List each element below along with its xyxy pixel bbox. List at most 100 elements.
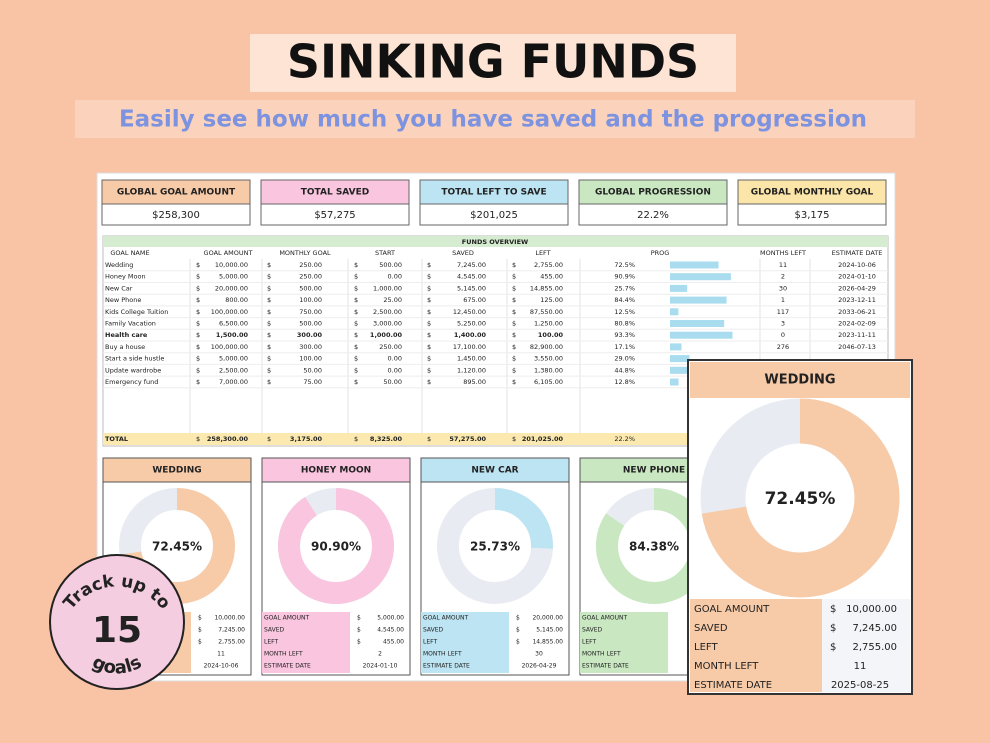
months-left: 2 (781, 273, 785, 281)
progress-label: 22.2% (614, 435, 635, 443)
amount: 250.00 (299, 261, 322, 269)
currency: $ (830, 623, 836, 634)
currency: $ (512, 378, 516, 386)
amount: 12,450.00 (453, 308, 486, 316)
card-row-label: MONTH LEFT (264, 651, 303, 658)
column-header: MONTHS LEFT (760, 249, 806, 257)
card-row-value: 2024-01-10 (363, 663, 398, 670)
currency: $ (354, 366, 358, 374)
card-row-value: 11 (217, 651, 225, 658)
currency: $ (267, 284, 271, 292)
amount: 750.00 (299, 308, 322, 316)
zoom-header (690, 362, 910, 398)
amount: 1,120.00 (457, 366, 486, 374)
card-row-value: 2,755.00 (218, 639, 245, 646)
currency: $ (427, 320, 431, 328)
currency: $ (357, 627, 361, 634)
currency: $ (196, 331, 200, 339)
currency: $ (196, 435, 200, 443)
currency: $ (196, 261, 200, 269)
months-left: 117 (777, 308, 789, 316)
progress-label: 90.9% (614, 273, 635, 281)
card-row-value: 10,000.00 (214, 615, 245, 622)
currency: $ (354, 296, 358, 304)
currency: $ (354, 343, 358, 351)
summary-value: $57,275 (314, 210, 355, 221)
column-header: SAVED (452, 249, 474, 257)
card-label-col (580, 612, 668, 673)
currency: $ (196, 308, 200, 316)
summary-value: $3,175 (795, 210, 830, 221)
amount: 3,000.00 (373, 320, 402, 328)
card-label-col (262, 612, 350, 673)
progress-bar (670, 261, 719, 269)
progress-bar (670, 308, 679, 316)
currency: $ (427, 308, 431, 316)
zoom-row-label: MONTH LEFT (694, 661, 759, 672)
currency: $ (354, 331, 358, 339)
progress-bar (670, 343, 682, 351)
amount: 100.00 (299, 296, 322, 304)
summary-label: TOTAL SAVED (301, 188, 369, 198)
summary-value: 22.2% (637, 210, 669, 221)
goal-name: Emergency fund (105, 378, 158, 386)
progress-bar (670, 331, 733, 339)
currency: $ (357, 639, 361, 646)
summary-label-box (578, 179, 728, 205)
months-left: 1 (781, 296, 785, 304)
currency: $ (196, 320, 200, 328)
column-header: ESTIMATE DATE (832, 249, 883, 257)
currency: $ (427, 331, 431, 339)
table-title-bar (103, 236, 888, 247)
amount: 800.00 (225, 296, 248, 304)
progress-label: 17.1% (614, 343, 635, 351)
currency: $ (196, 284, 200, 292)
currency: $ (196, 366, 200, 374)
currency: $ (512, 261, 516, 269)
amount: 3,550.00 (534, 355, 563, 363)
progress-bar (670, 284, 688, 292)
card-percent: 90.90% (311, 540, 361, 554)
progress-label: 29.0% (614, 355, 635, 363)
zoom-row-value: 2025-08-25 (831, 680, 889, 691)
card-title: WEDDING (152, 466, 201, 476)
amount: 5,000.00 (219, 273, 248, 281)
summary-label: GLOBAL GOAL AMOUNT (117, 188, 236, 198)
currency: $ (267, 435, 271, 443)
currency: $ (427, 284, 431, 292)
amount: 1,000.00 (370, 331, 403, 339)
goal-name: TOTAL (105, 435, 128, 443)
card-header (420, 457, 570, 483)
card-row-value: 5,000.00 (377, 615, 404, 622)
currency: $ (512, 273, 516, 281)
summary-value-box (101, 203, 251, 226)
amount: 258,300.00 (207, 435, 249, 443)
amount: 0.00 (388, 366, 402, 374)
currency: $ (427, 435, 431, 443)
currency: $ (512, 343, 516, 351)
estimate-date: 2024-10-06 (838, 261, 876, 269)
card-row-label: GOAL AMOUNT (264, 615, 310, 622)
card-row-label: ESTIMATE DATE (582, 663, 629, 670)
amount: 1,000.00 (373, 284, 402, 292)
zoom-row-value: 10,000.00 (846, 604, 897, 615)
estimate-date: 2024-02-09 (838, 320, 876, 328)
goal-name: Kids College Tuition (105, 308, 168, 316)
card-header (261, 457, 411, 483)
currency: $ (354, 261, 358, 269)
currency: $ (196, 273, 200, 281)
amount: 1,500.00 (216, 331, 249, 339)
currency: $ (354, 378, 358, 386)
column-header: PROG (651, 249, 670, 257)
amount: 75.00 (303, 378, 322, 386)
amount: 10,000.00 (215, 261, 248, 269)
amount: 7,000.00 (219, 378, 248, 386)
currency: $ (267, 331, 271, 339)
currency: $ (196, 296, 200, 304)
currency: $ (512, 331, 516, 339)
subtitle: Easily see how much you have saved and t… (119, 107, 867, 133)
amount: 25.00 (383, 296, 402, 304)
card-percent: 25.73% (470, 540, 520, 554)
amount: 125.00 (540, 296, 563, 304)
